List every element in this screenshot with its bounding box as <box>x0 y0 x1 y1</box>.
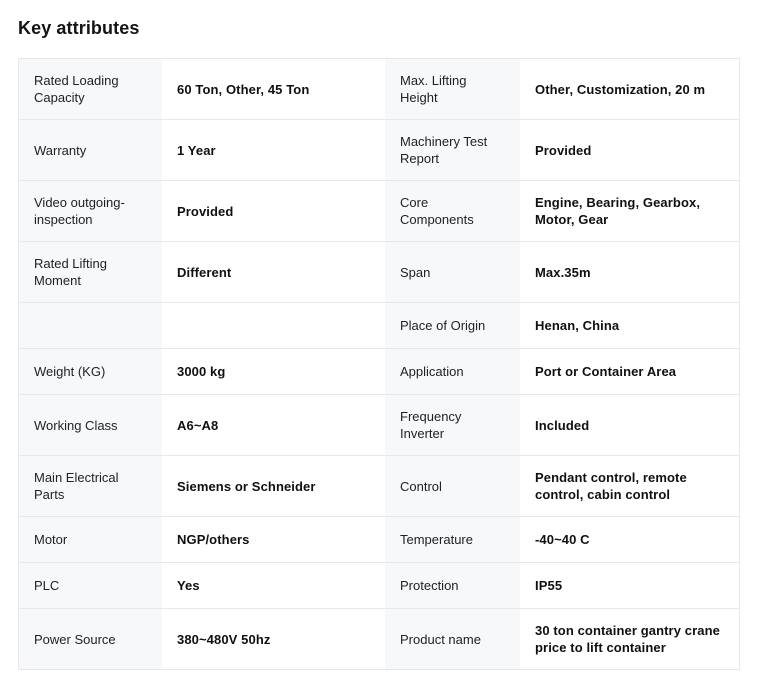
attr-value-cell: Provided <box>520 120 739 180</box>
attr-value-cell: Yes <box>162 563 385 608</box>
attr-value-cell: 60 Ton, Other, 45 Ton <box>162 59 385 119</box>
attr-label-cell: Rated Loading Capacity <box>19 59 162 119</box>
table-row: Weight (KG) 3000 kg Application Port or … <box>19 348 739 394</box>
attr-label-cell: Place of Origin <box>385 303 520 348</box>
attr-label-cell: Product name <box>385 609 520 669</box>
attr-label-cell: Application <box>385 349 520 394</box>
attributes-table: Rated Loading Capacity 60 Ton, Other, 45… <box>18 58 740 670</box>
attr-value-cell: A6~A8 <box>162 395 385 455</box>
attr-label-cell: Span <box>385 242 520 302</box>
attr-value-cell: Different <box>162 242 385 302</box>
attr-value-cell: Provided <box>162 181 385 241</box>
attr-label-cell: Main Electrical Parts <box>19 456 162 516</box>
table-row: Main Electrical Parts Siemens or Schneid… <box>19 455 739 516</box>
table-row: Rated Loading Capacity 60 Ton, Other, 45… <box>19 59 739 119</box>
attr-label-cell: Working Class <box>19 395 162 455</box>
attr-value-cell: Other, Customization, 20 m <box>520 59 739 119</box>
attr-label-cell: Control <box>385 456 520 516</box>
table-row: Place of Origin Henan, China <box>19 302 739 348</box>
attr-label-cell: Protection <box>385 563 520 608</box>
attr-label-cell: PLC <box>19 563 162 608</box>
attr-value-cell: -40~40 C <box>520 517 739 562</box>
attr-label-cell: Core Components <box>385 181 520 241</box>
table-row: Video outgoing-inspection Provided Core … <box>19 180 739 241</box>
attr-value-cell: NGP/others <box>162 517 385 562</box>
table-row: PLC Yes Protection IP55 <box>19 562 739 608</box>
attr-value-cell: Max.35m <box>520 242 739 302</box>
table-row: Warranty 1 Year Machinery Test Report Pr… <box>19 119 739 180</box>
attr-value-cell: 380~480V 50hz <box>162 609 385 669</box>
attr-label-cell: Rated Lifting Moment <box>19 242 162 302</box>
attr-label-cell: Max. Lifting Height <box>385 59 520 119</box>
attr-value-cell: Pendant control, remote control, cabin c… <box>520 456 739 516</box>
table-row: Motor NGP/others Temperature -40~40 C <box>19 516 739 562</box>
attr-label-cell: Video outgoing-inspection <box>19 181 162 241</box>
attr-label-cell: Temperature <box>385 517 520 562</box>
attr-label-cell: Machinery Test Report <box>385 120 520 180</box>
attr-value-cell: 3000 kg <box>162 349 385 394</box>
attr-value-cell: 1 Year <box>162 120 385 180</box>
attr-value-cell: Siemens or Schneider <box>162 456 385 516</box>
attr-label-cell: Power Source <box>19 609 162 669</box>
table-row: Power Source 380~480V 50hz Product name … <box>19 608 739 669</box>
page-title: Key attributes <box>18 18 140 38</box>
attr-label-cell <box>19 303 162 348</box>
attr-value-cell <box>162 303 385 348</box>
attr-value-cell: 30 ton container gantry crane price to l… <box>520 609 739 669</box>
attr-label-cell: Frequency Inverter <box>385 395 520 455</box>
attr-value-cell: Engine, Bearing, Gearbox, Motor, Gear <box>520 181 739 241</box>
attr-label-cell: Warranty <box>19 120 162 180</box>
attr-value-cell: Included <box>520 395 739 455</box>
attr-value-cell: IP55 <box>520 563 739 608</box>
table-row: Working Class A6~A8 Frequency Inverter I… <box>19 394 739 455</box>
table-row: Rated Lifting Moment Different Span Max.… <box>19 241 739 302</box>
attr-label-cell: Weight (KG) <box>19 349 162 394</box>
attr-value-cell: Henan, China <box>520 303 739 348</box>
attr-label-cell: Motor <box>19 517 162 562</box>
attr-value-cell: Port or Container Area <box>520 349 739 394</box>
